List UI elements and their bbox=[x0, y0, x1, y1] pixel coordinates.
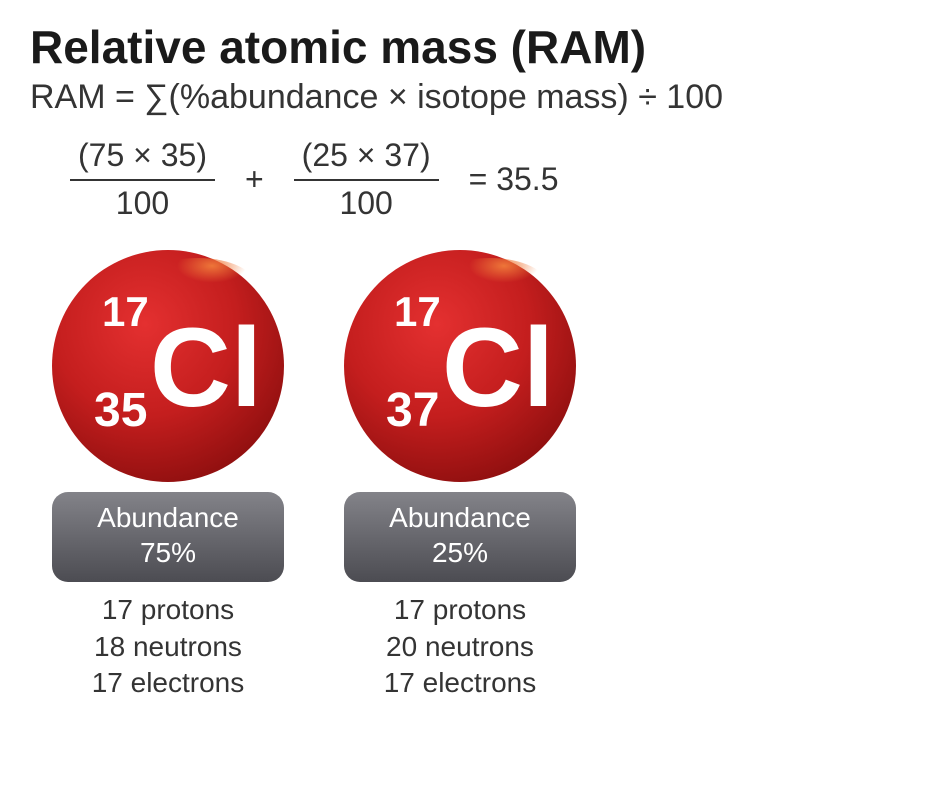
neutrons-line: 20 neutrons bbox=[384, 629, 537, 665]
fraction-term-1: (75 × 35) 100 bbox=[70, 135, 215, 224]
denominator: 100 bbox=[294, 179, 439, 225]
equals-result: = 35.5 bbox=[469, 161, 559, 198]
electrons-line: 17 electrons bbox=[92, 665, 245, 701]
plus-sign: + bbox=[245, 161, 264, 198]
isotope-sphere: 17 35 Cl bbox=[50, 248, 286, 484]
formula-text: RAM = ∑(%abundance × isotope mass) ÷ 100 bbox=[30, 78, 918, 117]
isotope-panel: 17 37 Cl Abundance 25% 17 protons 20 neu… bbox=[342, 248, 578, 701]
element-symbol-text: Cl bbox=[150, 305, 262, 430]
mass-number-text: 35 bbox=[94, 384, 147, 437]
isotope-sphere: 17 37 Cl bbox=[342, 248, 578, 484]
denominator: 100 bbox=[70, 179, 215, 225]
abundance-label: Abundance bbox=[344, 500, 576, 535]
mass-number-text: 37 bbox=[386, 384, 439, 437]
fraction-term-2: (25 × 37) 100 bbox=[294, 135, 439, 224]
atomic-number-text: 17 bbox=[394, 288, 441, 335]
abundance-badge: Abundance 25% bbox=[344, 492, 576, 582]
page-title: Relative atomic mass (RAM) bbox=[30, 20, 918, 74]
abundance-badge: Abundance 75% bbox=[52, 492, 284, 582]
protons-line: 17 protons bbox=[384, 592, 537, 628]
atomic-number-text: 17 bbox=[102, 288, 149, 335]
electrons-line: 17 electrons bbox=[384, 665, 537, 701]
abundance-value: 25% bbox=[344, 535, 576, 570]
isotope-panel: 17 35 Cl Abundance 75% 17 protons 18 neu… bbox=[50, 248, 286, 701]
calculation-row: (75 × 35) 100 + (25 × 37) 100 = 35.5 bbox=[70, 135, 918, 224]
composition-list: 17 protons 18 neutrons 17 electrons bbox=[92, 592, 245, 701]
abundance-label: Abundance bbox=[52, 500, 284, 535]
neutrons-line: 18 neutrons bbox=[92, 629, 245, 665]
isotopes-container: 17 35 Cl Abundance 75% 17 protons 18 neu… bbox=[50, 248, 918, 701]
element-symbol-text: Cl bbox=[442, 305, 554, 430]
protons-line: 17 protons bbox=[92, 592, 245, 628]
composition-list: 17 protons 20 neutrons 17 electrons bbox=[384, 592, 537, 701]
abundance-value: 75% bbox=[52, 535, 284, 570]
numerator: (25 × 37) bbox=[294, 135, 439, 179]
numerator: (75 × 35) bbox=[70, 135, 215, 179]
